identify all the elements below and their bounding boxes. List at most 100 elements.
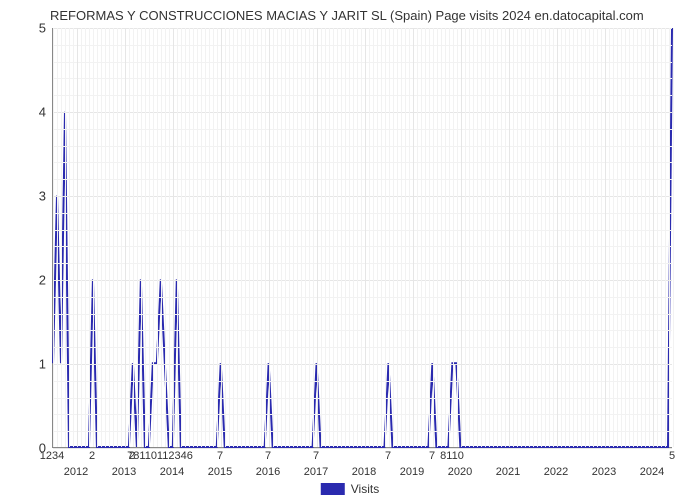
- gridline-minor-v: [489, 28, 490, 447]
- gridline-minor-v: [581, 28, 582, 447]
- gridline-minor-v: [669, 28, 670, 447]
- gridline-minor-v: [205, 28, 206, 447]
- gridline-v: [221, 28, 222, 447]
- gridline-minor-v: [165, 28, 166, 447]
- gridline-v: [269, 28, 270, 447]
- gridline-minor-v: [85, 28, 86, 447]
- gridline-minor-v: [453, 28, 454, 447]
- gridline-minor-v: [265, 28, 266, 447]
- gridline-minor-v: [93, 28, 94, 447]
- gridline-minor-v: [117, 28, 118, 447]
- gridline-minor-v: [393, 28, 394, 447]
- x-value-label: 8110: [440, 450, 464, 462]
- gridline-minor-v: [129, 28, 130, 447]
- gridline-minor-v: [561, 28, 562, 447]
- gridline-minor-v: [537, 28, 538, 447]
- gridline-minor-v: [141, 28, 142, 447]
- gridline-minor-v: [585, 28, 586, 447]
- gridline-minor-v: [649, 28, 650, 447]
- gridline-minor-v: [293, 28, 294, 447]
- gridline-v: [605, 28, 606, 447]
- gridline-minor-v: [193, 28, 194, 447]
- gridline-minor-v: [161, 28, 162, 447]
- gridline-minor-v: [441, 28, 442, 447]
- gridline-minor-v: [241, 28, 242, 447]
- gridline-minor-v: [325, 28, 326, 447]
- gridline-minor-v: [65, 28, 66, 447]
- gridline-minor-v: [629, 28, 630, 447]
- gridline-minor-v: [305, 28, 306, 447]
- x-value-label: 2: [89, 450, 95, 462]
- gridline-minor-v: [225, 28, 226, 447]
- gridline-minor-v: [481, 28, 482, 447]
- gridline-minor-v: [357, 28, 358, 447]
- gridline-minor-v: [101, 28, 102, 447]
- x-year-label: 2023: [592, 466, 616, 478]
- gridline-minor-v: [337, 28, 338, 447]
- y-tick-label: 2: [28, 273, 46, 288]
- gridline-minor-v: [473, 28, 474, 447]
- x-value-label: 7: [385, 450, 391, 462]
- gridline-minor-v: [185, 28, 186, 447]
- gridline-minor-v: [177, 28, 178, 447]
- gridline-minor-v: [209, 28, 210, 447]
- gridline-minor-v: [597, 28, 598, 447]
- gridline-minor-v: [645, 28, 646, 447]
- gridline-minor-v: [369, 28, 370, 447]
- gridline-minor-v: [341, 28, 342, 447]
- y-tick-label: 4: [28, 105, 46, 120]
- gridline-minor-v: [429, 28, 430, 447]
- gridline-minor-v: [197, 28, 198, 447]
- gridline-minor-v: [505, 28, 506, 447]
- gridline-minor-v: [113, 28, 114, 447]
- gridline-minor-v: [73, 28, 74, 447]
- gridline-minor-v: [153, 28, 154, 447]
- gridline-minor-v: [401, 28, 402, 447]
- x-year-label: 2019: [400, 466, 424, 478]
- legend: Visits: [321, 482, 379, 496]
- gridline-minor-v: [277, 28, 278, 447]
- gridline-minor-v: [609, 28, 610, 447]
- gridline-minor-v: [633, 28, 634, 447]
- gridline-minor-v: [637, 28, 638, 447]
- gridline-minor-v: [577, 28, 578, 447]
- gridline-minor-v: [469, 28, 470, 447]
- gridline-minor-v: [381, 28, 382, 447]
- gridline-minor-v: [541, 28, 542, 447]
- gridline-minor-v: [425, 28, 426, 447]
- gridline-minor-v: [397, 28, 398, 447]
- gridline-v: [653, 28, 654, 447]
- gridline-h: [53, 448, 672, 449]
- gridline-minor-v: [553, 28, 554, 447]
- gridline-minor-v: [565, 28, 566, 447]
- gridline-minor-v: [281, 28, 282, 447]
- gridline-minor-v: [149, 28, 150, 447]
- gridline-v: [365, 28, 366, 447]
- gridline-minor-v: [333, 28, 334, 447]
- gridline-minor-v: [493, 28, 494, 447]
- gridline-minor-v: [233, 28, 234, 447]
- gridline-minor-v: [237, 28, 238, 447]
- gridline-minor-v: [257, 28, 258, 447]
- gridline-minor-v: [593, 28, 594, 447]
- gridline-minor-v: [621, 28, 622, 447]
- gridline-minor-v: [641, 28, 642, 447]
- gridline-minor-v: [329, 28, 330, 447]
- x-value-label: 1234: [40, 450, 64, 462]
- gridline-minor-v: [573, 28, 574, 447]
- x-year-label: 2022: [544, 466, 568, 478]
- gridline-minor-v: [181, 28, 182, 447]
- gridline-minor-v: [437, 28, 438, 447]
- gridline-minor-v: [61, 28, 62, 447]
- gridline-minor-v: [345, 28, 346, 447]
- gridline-minor-v: [589, 28, 590, 447]
- gridline-minor-v: [97, 28, 98, 447]
- gridline-minor-v: [313, 28, 314, 447]
- gridline-v: [413, 28, 414, 447]
- gridline-minor-v: [545, 28, 546, 447]
- gridline-v: [77, 28, 78, 447]
- gridline-v: [317, 28, 318, 447]
- chart-title: REFORMAS Y CONSTRUCCIONES MACIAS Y JARIT…: [50, 8, 690, 23]
- gridline-minor-v: [245, 28, 246, 447]
- gridline-v: [125, 28, 126, 447]
